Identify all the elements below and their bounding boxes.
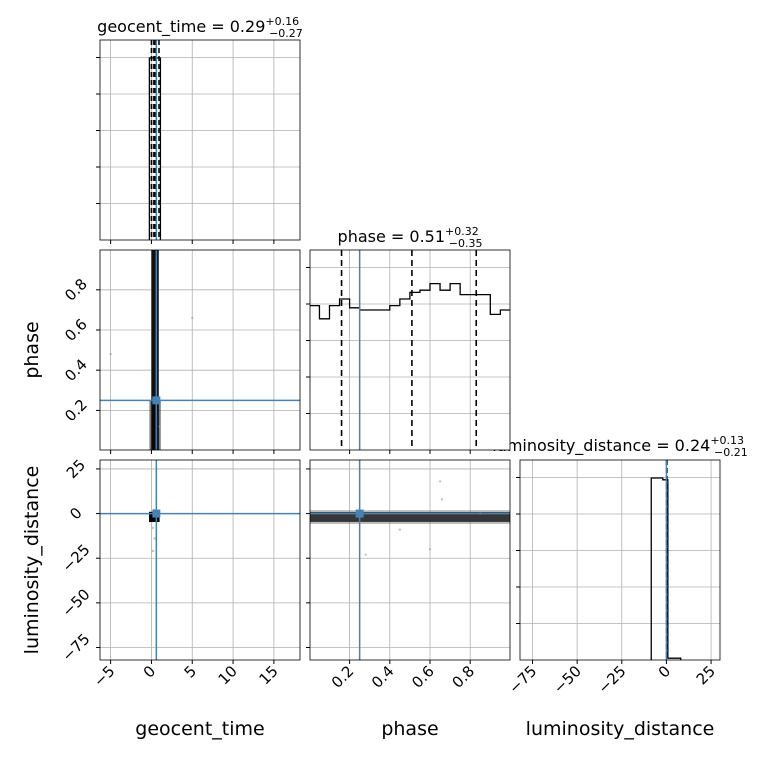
x-tick-label-phase: 0.2 bbox=[328, 662, 358, 692]
y-tick-label-phase: 0.2 bbox=[61, 396, 91, 426]
y-tick-label-luminosity-distance: −75 bbox=[58, 630, 93, 665]
x-tick-label-geocent-time: 5 bbox=[181, 662, 200, 681]
density-phase-geocent-time-edge bbox=[149, 400, 161, 450]
x-tick-label-phase: 0.6 bbox=[408, 662, 438, 692]
x-tick-label-phase: 0.4 bbox=[368, 662, 398, 692]
scatter-point bbox=[440, 498, 444, 501]
xlabel-luminosity-distance: luminosity_distance bbox=[526, 718, 715, 740]
density-ld-phase-edge bbox=[310, 510, 510, 524]
scatter-point bbox=[438, 480, 442, 483]
density-ld-phase bbox=[310, 512, 510, 522]
panel-border bbox=[309, 459, 511, 661]
scatter-point bbox=[109, 352, 112, 356]
ylabel-phase: phase bbox=[21, 321, 43, 378]
panel-background bbox=[310, 460, 510, 660]
panel-0-0 bbox=[100, 40, 300, 240]
x-tick-label-phase: 0.8 bbox=[448, 662, 478, 692]
y-tick-label-phase: 0.8 bbox=[61, 275, 91, 305]
histogram-luminosity-distance bbox=[650, 477, 682, 660]
x-tick-label-luminosity-distance: −25 bbox=[595, 662, 630, 697]
panel-2-0 bbox=[100, 460, 300, 660]
histogram-phase bbox=[310, 282, 510, 320]
y-tick-label-luminosity-distance: 0 bbox=[66, 504, 85, 523]
title-luminosity-distance: luminosity_distance = 0.24+0.13 −0.21 bbox=[492, 434, 748, 459]
x-tick-label-geocent-time: −5 bbox=[90, 662, 118, 690]
x-tick-label-luminosity-distance: −50 bbox=[550, 662, 585, 697]
truth-marker bbox=[152, 396, 161, 405]
panel-border bbox=[309, 249, 511, 451]
scatter-point bbox=[398, 528, 402, 531]
x-tick-label-geocent-time: 0 bbox=[140, 662, 159, 681]
x-tick-label-luminosity-distance: 25 bbox=[693, 662, 719, 688]
ylabel-luminosity-distance: luminosity_distance bbox=[21, 466, 43, 655]
scatter-point bbox=[153, 537, 156, 540]
scatter-point bbox=[151, 526, 155, 530]
x-tick-label-luminosity-distance: −75 bbox=[505, 662, 540, 697]
panel-1-1 bbox=[310, 250, 510, 450]
y-tick-label-luminosity-distance: −25 bbox=[58, 541, 93, 576]
panel-background bbox=[100, 460, 300, 660]
panel-border bbox=[99, 459, 301, 661]
panel-border bbox=[519, 459, 721, 661]
x-tick-label-geocent-time: 10 bbox=[215, 662, 241, 688]
title-phase: phase = 0.51+0.32 −0.35 bbox=[338, 225, 483, 250]
y-tick-label-luminosity-distance: −50 bbox=[58, 585, 93, 620]
panel-2-1 bbox=[310, 460, 510, 660]
scatter-point bbox=[191, 316, 194, 320]
panel-background bbox=[100, 250, 300, 450]
scatter-point bbox=[151, 549, 155, 553]
title-geocent-time: geocent_time = 0.29+0.16 −0.27 bbox=[97, 15, 303, 40]
truth-marker bbox=[152, 509, 161, 518]
panel-2-2 bbox=[520, 460, 720, 660]
y-tick-label-phase: 0.4 bbox=[61, 355, 91, 385]
scatter-point bbox=[428, 548, 432, 551]
truth-marker bbox=[355, 509, 364, 518]
y-tick-label-luminosity-distance: 25 bbox=[63, 456, 89, 482]
panel-background bbox=[310, 250, 510, 450]
x-tick-label-geocent-time: 15 bbox=[255, 662, 281, 688]
panel-background bbox=[100, 40, 300, 240]
density-phase-geocent-time bbox=[151, 250, 159, 450]
panel-border bbox=[99, 249, 301, 451]
panel-1-0 bbox=[100, 250, 300, 450]
xlabel-geocent-time: geocent_time bbox=[135, 718, 264, 740]
scatter-point bbox=[158, 425, 161, 428]
y-tick-label-phase: 0.6 bbox=[61, 315, 91, 345]
x-tick-label-luminosity-distance: 0 bbox=[655, 662, 674, 681]
scatter-point bbox=[364, 553, 367, 556]
panel-border bbox=[99, 39, 301, 241]
xlabel-phase: phase bbox=[381, 718, 438, 740]
panel-background bbox=[520, 460, 720, 660]
